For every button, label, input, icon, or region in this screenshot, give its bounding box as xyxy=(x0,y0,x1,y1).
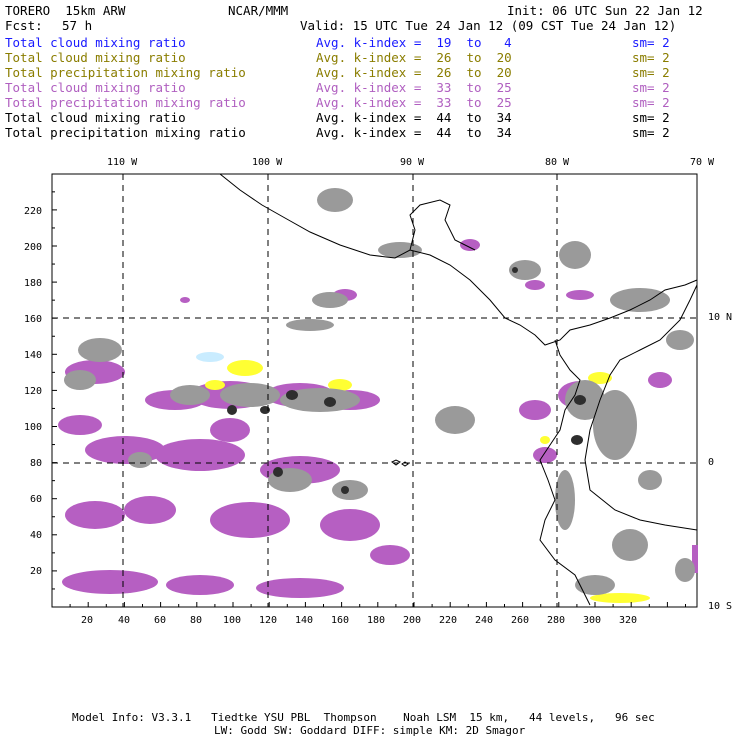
x-tick-label: 320 xyxy=(619,615,638,626)
legend-index: Avg. k-index = 33 to 25 xyxy=(316,80,512,95)
valid-time: Valid: 15 UTC Tue 24 Jan 12 (09 CST Tue … xyxy=(300,18,677,33)
lat-label: 0 xyxy=(708,457,715,468)
y-tick-label: 180 xyxy=(24,278,43,289)
x-tick-label: 220 xyxy=(439,615,458,626)
legend-field: Total precipitation mixing ratio xyxy=(5,95,246,110)
x-tick-label: 60 xyxy=(154,615,167,626)
x-tick-label: 280 xyxy=(547,615,566,626)
y-tick-label: 100 xyxy=(24,422,43,433)
legend-index: Avg. k-index = 44 to 34 xyxy=(316,125,512,140)
fcst-label: Fcst: xyxy=(5,18,43,33)
graticule xyxy=(52,174,697,607)
axis-ticks xyxy=(51,191,686,608)
legend-index: Avg. k-index = 26 to 20 xyxy=(316,50,512,65)
legend-field: Total precipitation mixing ratio xyxy=(5,125,246,140)
legend-field: Total cloud mixing ratio xyxy=(5,110,186,125)
legend-index: Avg. k-index = 19 to 4 xyxy=(316,35,512,50)
x-tick-label: 80 xyxy=(190,615,203,626)
footer-physics: LW: Godd SW: Goddard DIFF: simple KM: 2D… xyxy=(214,724,526,737)
legend-field: Total cloud mixing ratio xyxy=(5,80,186,95)
legend-sm: sm= 2 xyxy=(632,110,670,125)
x-tick-label: 20 xyxy=(81,615,94,626)
lon-label: 90 W xyxy=(400,157,425,168)
weather-fields xyxy=(58,188,698,603)
x-tick-label: 100 xyxy=(223,615,242,626)
legend-sm: sm= 2 xyxy=(632,95,670,110)
lon-label: 70 W xyxy=(690,157,715,168)
y-tick-label: 220 xyxy=(24,206,43,217)
x-tick-label: 180 xyxy=(367,615,386,626)
x-tick-label: 140 xyxy=(295,615,314,626)
legend-sm: sm= 2 xyxy=(632,65,670,80)
y-tick-label: 200 xyxy=(24,242,43,253)
org-label: NCAR/MMM xyxy=(228,3,289,18)
legend-field: Total cloud mixing ratio xyxy=(5,35,186,50)
lat-label: 10 N xyxy=(708,312,733,323)
legend-index: Avg. k-index = 44 to 34 xyxy=(316,110,512,125)
y-tick-label: 140 xyxy=(24,350,43,361)
legend-sm: sm= 2 xyxy=(632,80,670,95)
init-time: Init: 06 UTC Sun 22 Jan 12 xyxy=(507,3,703,18)
legend-index: Avg. k-index = 33 to 25 xyxy=(316,95,512,110)
legend-sm: sm= 2 xyxy=(632,125,670,140)
lon-label: 80 W xyxy=(545,157,570,168)
x-tick-label: 240 xyxy=(475,615,494,626)
y-tick-label: 60 xyxy=(30,494,43,505)
y-tick-label: 40 xyxy=(30,530,43,541)
x-tick-label: 160 xyxy=(331,615,350,626)
y-tick-label: 20 xyxy=(30,566,43,577)
y-tick-label: 80 xyxy=(30,458,43,469)
footer-model-info: Model Info: V3.3.1 Tiedtke YSU PBL Thomp… xyxy=(72,711,655,724)
legend-index: Avg. k-index = 26 to 20 xyxy=(316,65,512,80)
x-tick-label: 200 xyxy=(403,615,422,626)
x-tick-label: 260 xyxy=(511,615,530,626)
coastlines xyxy=(219,173,698,606)
legend-sm: sm= 2 xyxy=(632,35,670,50)
x-tick-label: 40 xyxy=(118,615,131,626)
legend-field: Total precipitation mixing ratio xyxy=(5,65,246,80)
lon-label: 100 W xyxy=(252,157,283,168)
model-title: TORERO 15km ARW xyxy=(5,3,126,18)
x-tick-label: 300 xyxy=(583,615,602,626)
lon-label: 110 W xyxy=(107,157,138,168)
fcst-value: 57 h xyxy=(62,18,93,33)
lat-label: 10 S xyxy=(708,601,733,612)
legend-field: Total cloud mixing ratio xyxy=(5,50,186,65)
y-tick-label: 160 xyxy=(24,314,43,325)
y-tick-label: 120 xyxy=(24,386,43,397)
legend-sm: sm= 2 xyxy=(632,50,670,65)
x-tick-label: 120 xyxy=(259,615,278,626)
